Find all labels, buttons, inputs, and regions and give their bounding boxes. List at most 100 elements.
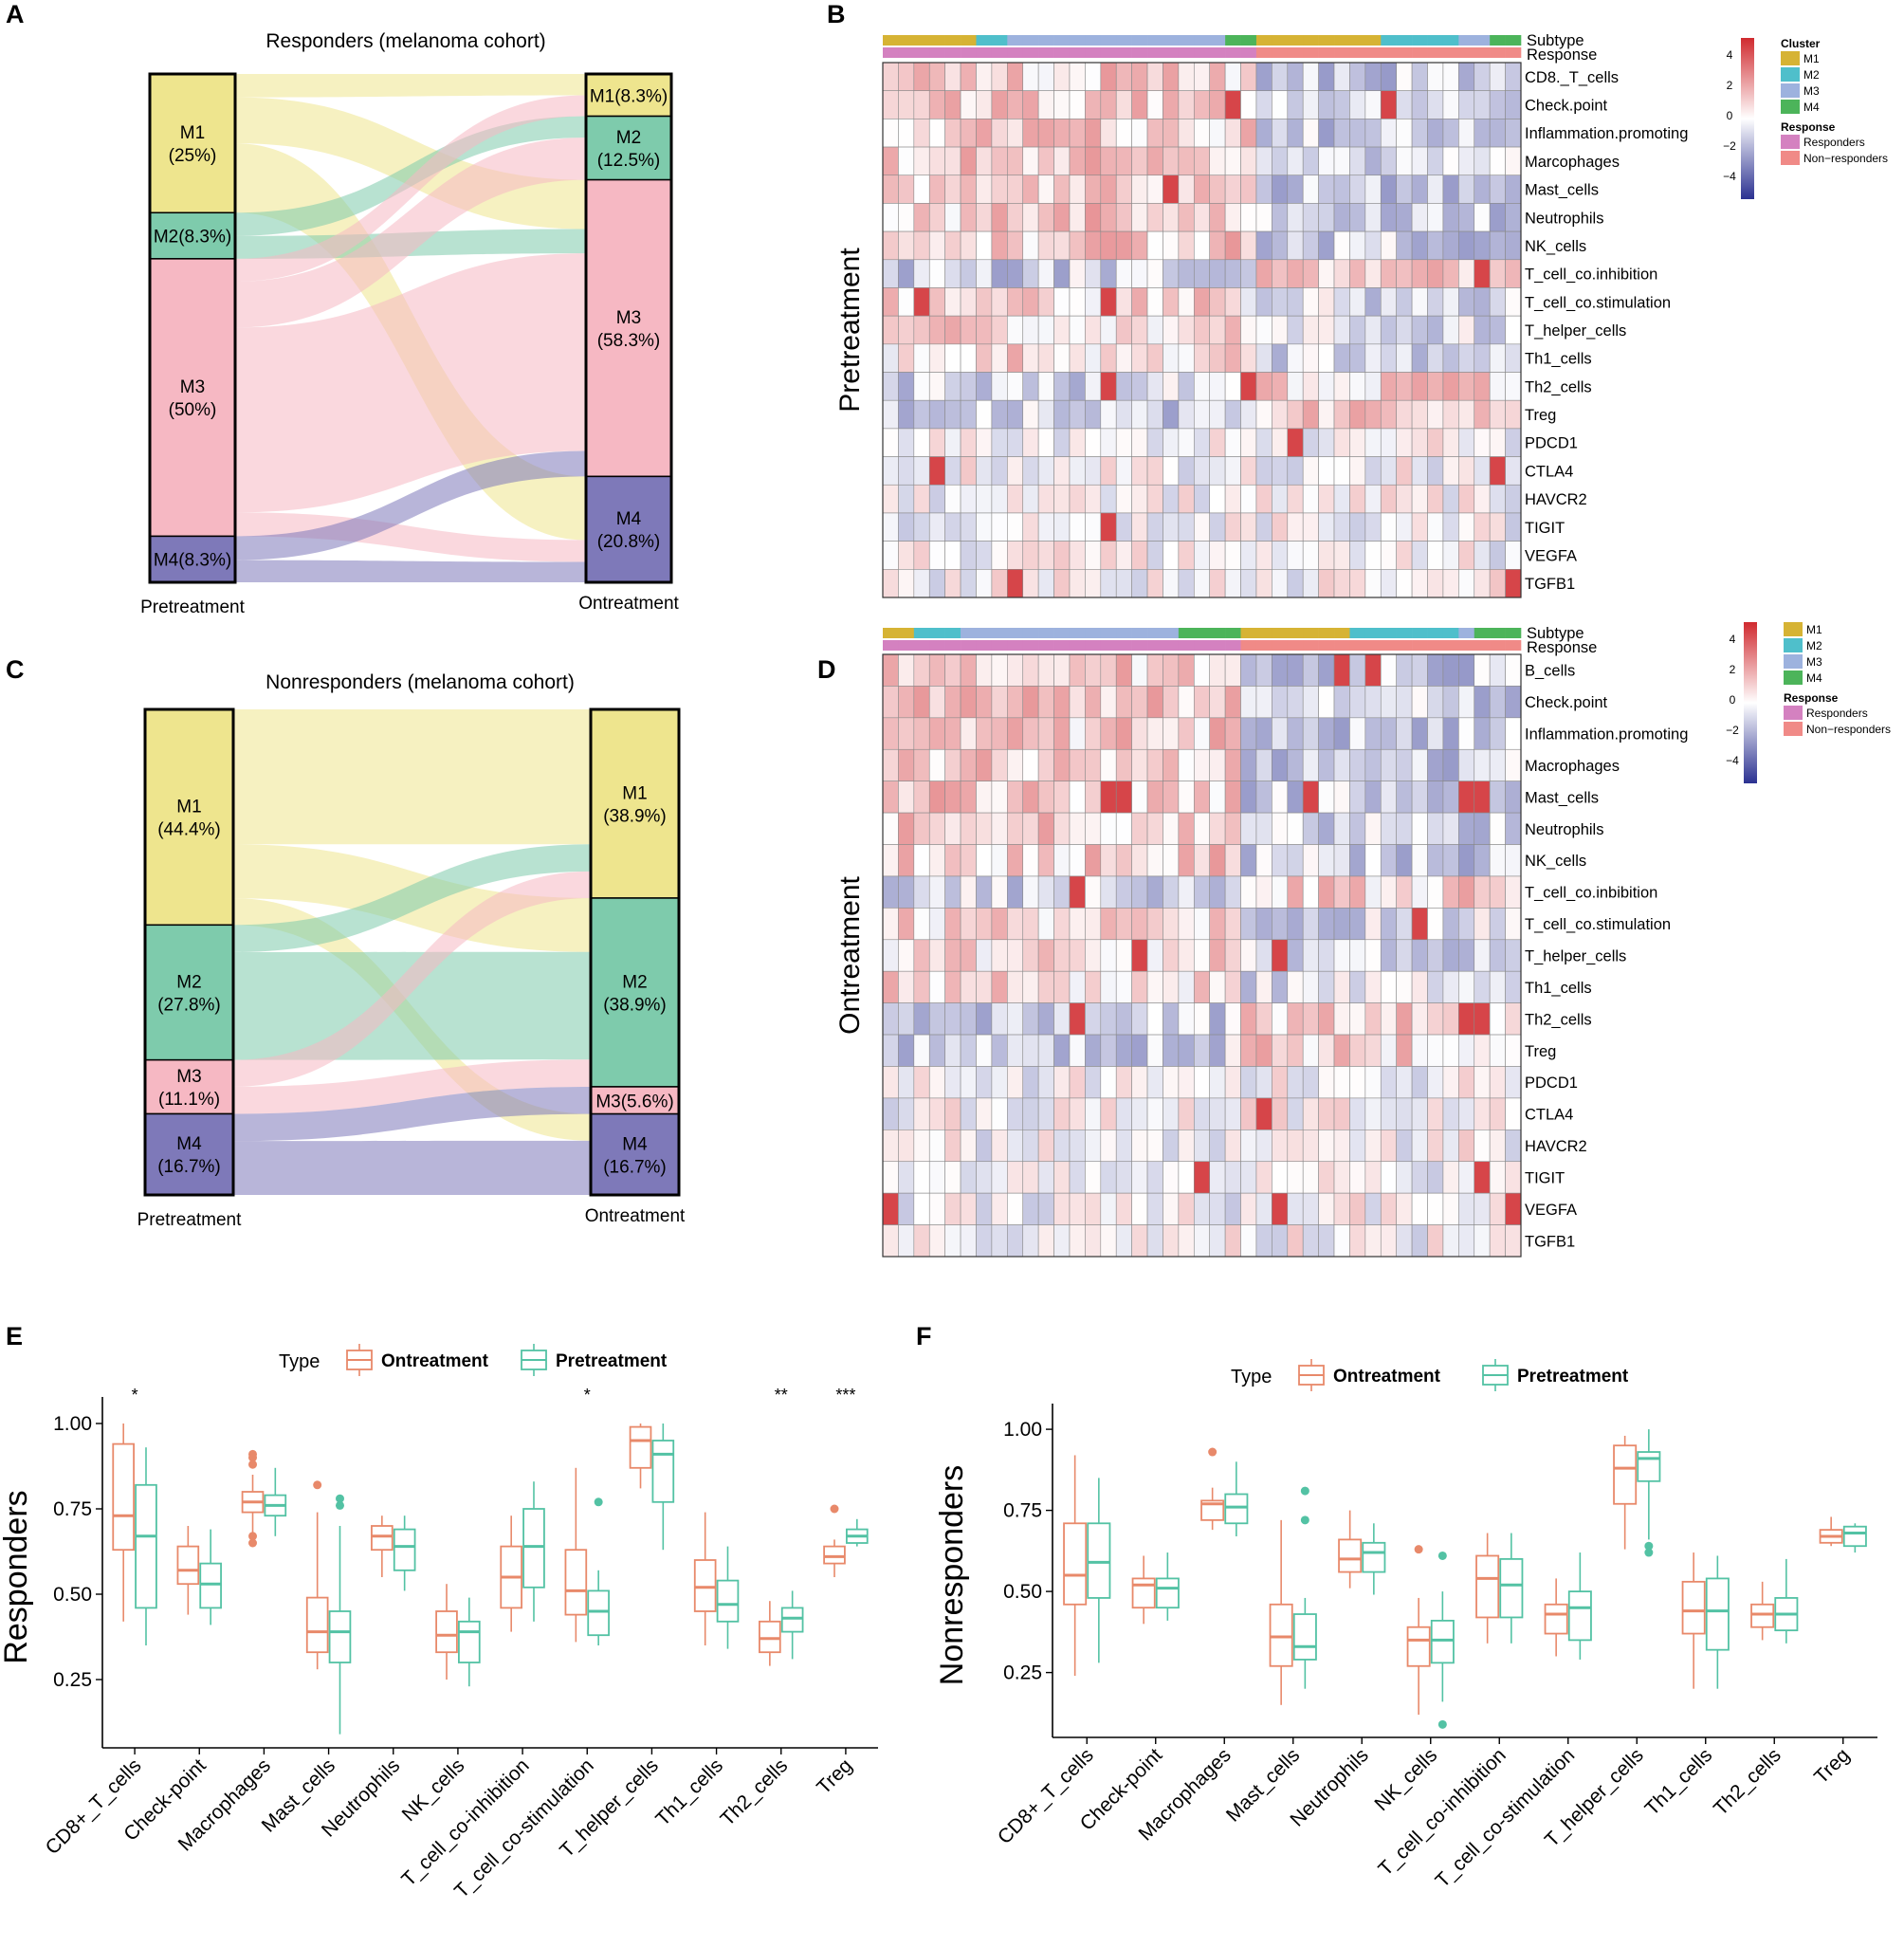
heatmap-cell <box>1272 146 1289 176</box>
heatmap-cell <box>1085 174 1102 204</box>
heatmap-legend-swatch-m1 <box>1784 622 1803 636</box>
heatmap-response-cell <box>1116 640 1132 651</box>
heatmap-legend-swatch-m3 <box>1781 83 1800 98</box>
heatmap-response-cell <box>1255 640 1272 651</box>
heatmap-cell <box>1442 1066 1459 1099</box>
heatmap-cell <box>1287 1097 1304 1130</box>
heatmap-cell <box>1474 428 1491 457</box>
heatmap-cell <box>1069 781 1086 814</box>
heatmap-cell <box>882 174 899 204</box>
heatmap-cell <box>1131 90 1148 119</box>
heatmap-cell <box>960 717 977 750</box>
heatmap-cell <box>1131 372 1148 401</box>
heatmap-cell <box>1131 287 1148 317</box>
heatmap-cell <box>960 748 977 781</box>
heatmap-cell <box>960 203 977 232</box>
heatmap-cell <box>1396 259 1413 288</box>
heatmap-cell <box>1022 1002 1039 1036</box>
heatmap-cell <box>960 399 977 430</box>
heatmap-cell <box>1396 484 1413 514</box>
heatmap-cell <box>928 428 945 457</box>
heatmap-cell <box>1100 399 1117 430</box>
heatmap-subtype-cell <box>1272 628 1289 638</box>
heatmap-cell <box>1037 908 1054 941</box>
heatmap-cell <box>1255 315 1272 345</box>
heatmap-cell <box>1287 844 1304 877</box>
heatmap-response-cell <box>1225 47 1241 58</box>
alluvial-left-axis-frame <box>148 72 237 584</box>
heatmap-legend-item: M1 <box>1806 623 1822 636</box>
heatmap-cell <box>1489 908 1506 941</box>
heatmap-cell <box>1302 569 1319 598</box>
heatmap-subtype-cell <box>1396 35 1413 46</box>
heatmap-cell <box>1442 541 1459 570</box>
heatmap-cell <box>913 343 930 373</box>
heatmap-subtype-cell <box>1505 628 1522 638</box>
heatmap-cell <box>1302 1130 1319 1163</box>
heatmap-cell <box>1193 203 1211 232</box>
heatmap-subtype-cell <box>1085 628 1102 638</box>
heatmap-cell <box>1240 717 1257 750</box>
heatmap-subtype-cell <box>1334 628 1350 638</box>
heatmap-cell <box>1411 174 1428 204</box>
heatmap-cell <box>1224 119 1241 148</box>
heatmap-cell <box>960 259 977 288</box>
heatmap-cell <box>1131 174 1148 204</box>
heatmap-cell <box>1474 781 1491 814</box>
heatmap-cell <box>928 230 945 261</box>
heatmap-cell <box>1085 146 1102 176</box>
heatmap-cell <box>913 428 930 457</box>
heatmap-cell <box>1427 399 1444 430</box>
heatmap-subtype-cell <box>976 628 993 638</box>
heatmap-cell <box>1224 875 1241 909</box>
heatmap-cell <box>1333 908 1350 941</box>
heatmap-cell <box>913 1034 930 1067</box>
heatmap-subtype-cell <box>1147 35 1163 46</box>
heatmap-cell <box>1224 1002 1241 1036</box>
heatmap-cell <box>944 174 961 204</box>
heatmap-cell <box>1489 512 1506 542</box>
heatmap-cell <box>1053 119 1071 148</box>
heatmap-cell <box>898 428 915 457</box>
heatmap-cell <box>1163 748 1180 781</box>
heatmap-cell <box>1349 203 1366 232</box>
heatmap-cell <box>1069 484 1086 514</box>
heatmap-cell <box>1007 541 1024 570</box>
heatmap-cell <box>944 119 961 148</box>
heatmap-cell <box>1069 686 1086 719</box>
heatmap-cell <box>1380 1097 1397 1130</box>
heatmap-cell <box>1411 1130 1428 1163</box>
heatmap-cell <box>1380 781 1397 814</box>
heatmap-cell <box>1100 1192 1117 1225</box>
heatmap-cell <box>1240 90 1257 119</box>
heatmap-annotation-label: Response <box>1527 639 1597 656</box>
heatmap-cell <box>1458 748 1475 781</box>
heatmap-cell <box>1115 1130 1132 1163</box>
heatmap-cell <box>1053 1224 1071 1258</box>
heatmap-cell <box>1287 781 1304 814</box>
heatmap-cell <box>1287 875 1304 909</box>
heatmap-cell <box>944 1161 961 1194</box>
heatmap-cell <box>944 1066 961 1099</box>
heatmap-cell <box>960 62 977 91</box>
heatmap-cell <box>928 343 945 373</box>
heatmap-cell <box>928 90 945 119</box>
heatmap-row-label: TGFB1 <box>1525 1233 1575 1250</box>
heatmap-cell <box>1411 343 1428 373</box>
heatmap-cell <box>1349 569 1366 598</box>
heatmap-cell <box>1427 90 1444 119</box>
heatmap-cell <box>1272 908 1289 941</box>
heatmap-cell <box>1193 717 1211 750</box>
heatmap-cell <box>1209 119 1226 148</box>
heatmap-cell <box>1209 372 1226 401</box>
boxplot-x-tick-label: Th1_cells <box>1640 1744 1716 1820</box>
heatmap-scale-tick: 4 <box>1727 48 1733 62</box>
heatmap-cell <box>1115 343 1132 373</box>
heatmap-response-cell <box>1334 640 1350 651</box>
heatmap-cell <box>1240 781 1257 814</box>
heatmap-cell <box>1193 781 1211 814</box>
heatmap-cell <box>1364 399 1382 430</box>
heatmap-cell <box>1022 512 1039 542</box>
heatmap-cell <box>1427 146 1444 176</box>
heatmap-legend-swatch-m1 <box>1781 51 1800 65</box>
